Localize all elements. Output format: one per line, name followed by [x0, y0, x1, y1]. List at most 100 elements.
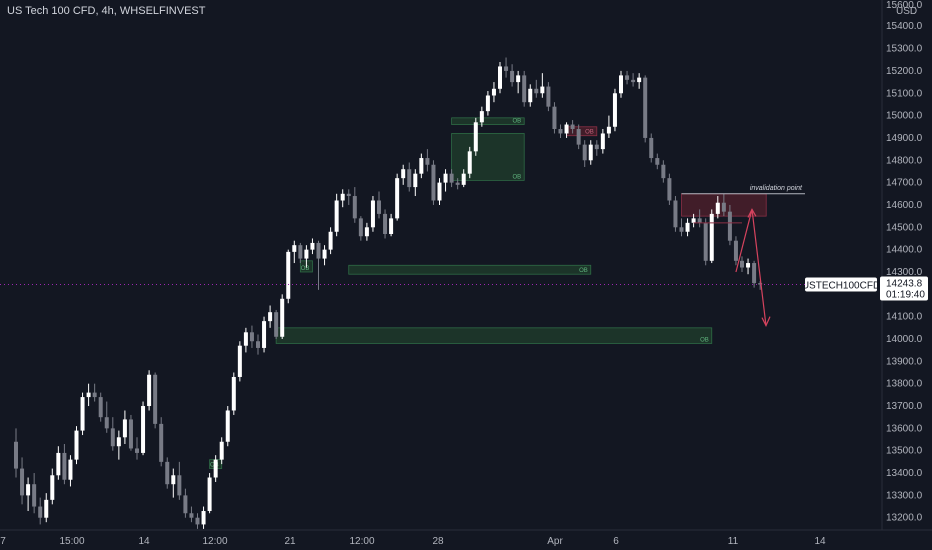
candle-body: [582, 144, 587, 161]
candle-body: [534, 88, 539, 94]
candle-body: [32, 484, 37, 507]
candle-body: [425, 158, 430, 165]
candle-body: [44, 499, 49, 518]
candle-body: [50, 475, 55, 500]
price-tick-label: 15300.0: [886, 44, 923, 55]
candle-body: [673, 200, 678, 228]
candle-body: [715, 202, 720, 214]
candle-body: [733, 240, 738, 261]
price-tick-label: 15400.0: [886, 21, 923, 32]
candle-body: [110, 428, 115, 447]
candle-body: [189, 513, 194, 518]
candle-body: [20, 468, 25, 496]
candle-body: [141, 406, 146, 453]
candle-body: [147, 374, 152, 407]
order-blocks-layer: OBOBOBOBOBOBOB: [209, 117, 767, 469]
candle-body: [62, 452, 67, 480]
time-tick-label: 7: [0, 536, 6, 547]
candle-body: [38, 506, 43, 518]
candle-body: [401, 169, 406, 179]
candle-body: [431, 164, 436, 201]
order-block-label: OB: [700, 337, 709, 343]
candle-body: [304, 249, 309, 259]
candle-body: [92, 392, 97, 398]
price-axis: 15600.0 15400.0 15300.0 15200.0 15100.0 15000…: [802, 0, 928, 524]
price-tick-label: 13500.0: [886, 446, 923, 457]
time-tick-label: 6: [613, 536, 619, 547]
candle-body: [346, 193, 351, 197]
time-tick-label: Apr: [547, 536, 563, 547]
candle-body: [395, 178, 400, 219]
candle-body: [135, 448, 139, 453]
candle-body: [552, 106, 557, 130]
candle-body: [377, 200, 381, 214]
candle-body: [685, 222, 690, 232]
price-tick-label: 14600.0: [886, 200, 923, 211]
grid-layer: [0, 0, 932, 531]
price-tick-label: 14100.0: [886, 312, 923, 323]
candle-body: [165, 461, 170, 485]
price-tick-label: 14300.0: [886, 267, 923, 278]
candle-body: [740, 260, 744, 268]
time-tick-label: 14: [814, 536, 826, 547]
arrow-head: [761, 316, 771, 328]
candle-body: [709, 213, 714, 261]
candle-body: [80, 397, 85, 431]
candle-body: [171, 475, 176, 485]
candle-body: [316, 242, 321, 259]
candle-body: [625, 75, 630, 80]
candle-body: [153, 374, 158, 424]
candle-body: [292, 245, 297, 252]
price-tick-label: 15200.0: [886, 66, 923, 77]
candle-body: [340, 193, 345, 201]
price-tick-label: 13700.0: [886, 401, 923, 412]
candle-body: [195, 517, 200, 525]
candle-body: [225, 410, 230, 442]
time-tick-label: 15:00: [59, 536, 84, 547]
time-tick-label: 11: [728, 536, 739, 547]
price-tick-label: 14500.0: [886, 222, 923, 233]
candle-body: [631, 79, 636, 83]
candle-body: [546, 86, 551, 107]
candle-body: [528, 88, 533, 103]
candle-body: [449, 173, 454, 183]
price-tag: [880, 276, 928, 301]
candle-body: [473, 122, 478, 152]
order-block-bull: [275, 327, 713, 344]
candle-body: [207, 477, 212, 512]
candle-body: [479, 111, 484, 123]
candle-body: [655, 158, 660, 165]
candle-body: [570, 124, 575, 130]
annotations-layer: invalidation point: [0, 185, 882, 328]
candle-body: [98, 397, 103, 418]
symbol-tag: [805, 277, 877, 292]
time-tick-label: 28: [432, 536, 444, 547]
candle-body: [697, 218, 702, 223]
candle-body: [262, 321, 267, 348]
candle-body: [177, 475, 182, 496]
price-tick-label: 15100.0: [886, 88, 923, 99]
candle-body: [213, 459, 218, 478]
candle-body: [588, 144, 593, 161]
time-axis: 7 15:00 14 12:00 21 12:00 28 Apr 6 11 14: [0, 536, 826, 547]
candle-body: [691, 218, 696, 223]
candle-body: [467, 151, 472, 174]
candle-body: [558, 129, 563, 134]
price-tick-label: 15600.0: [886, 0, 923, 11]
candle-body: [461, 173, 466, 185]
price-tick-label: 13300.0: [886, 490, 923, 501]
candle-body: [727, 211, 732, 241]
price-tick-label: 14900.0: [886, 133, 923, 144]
candle-body: [667, 178, 672, 201]
price-tick-label: 14000.0: [886, 334, 923, 345]
candle-body: [243, 332, 248, 346]
candle-body: [201, 511, 206, 525]
currency-label: USD: [896, 6, 917, 17]
candle-body: [298, 245, 303, 259]
price-tag-countdown: 01:19:40: [886, 290, 925, 301]
candle-body: [237, 345, 242, 377]
candle-body: [383, 213, 388, 235]
candle-body: [679, 227, 684, 232]
candle-body: [74, 430, 79, 460]
